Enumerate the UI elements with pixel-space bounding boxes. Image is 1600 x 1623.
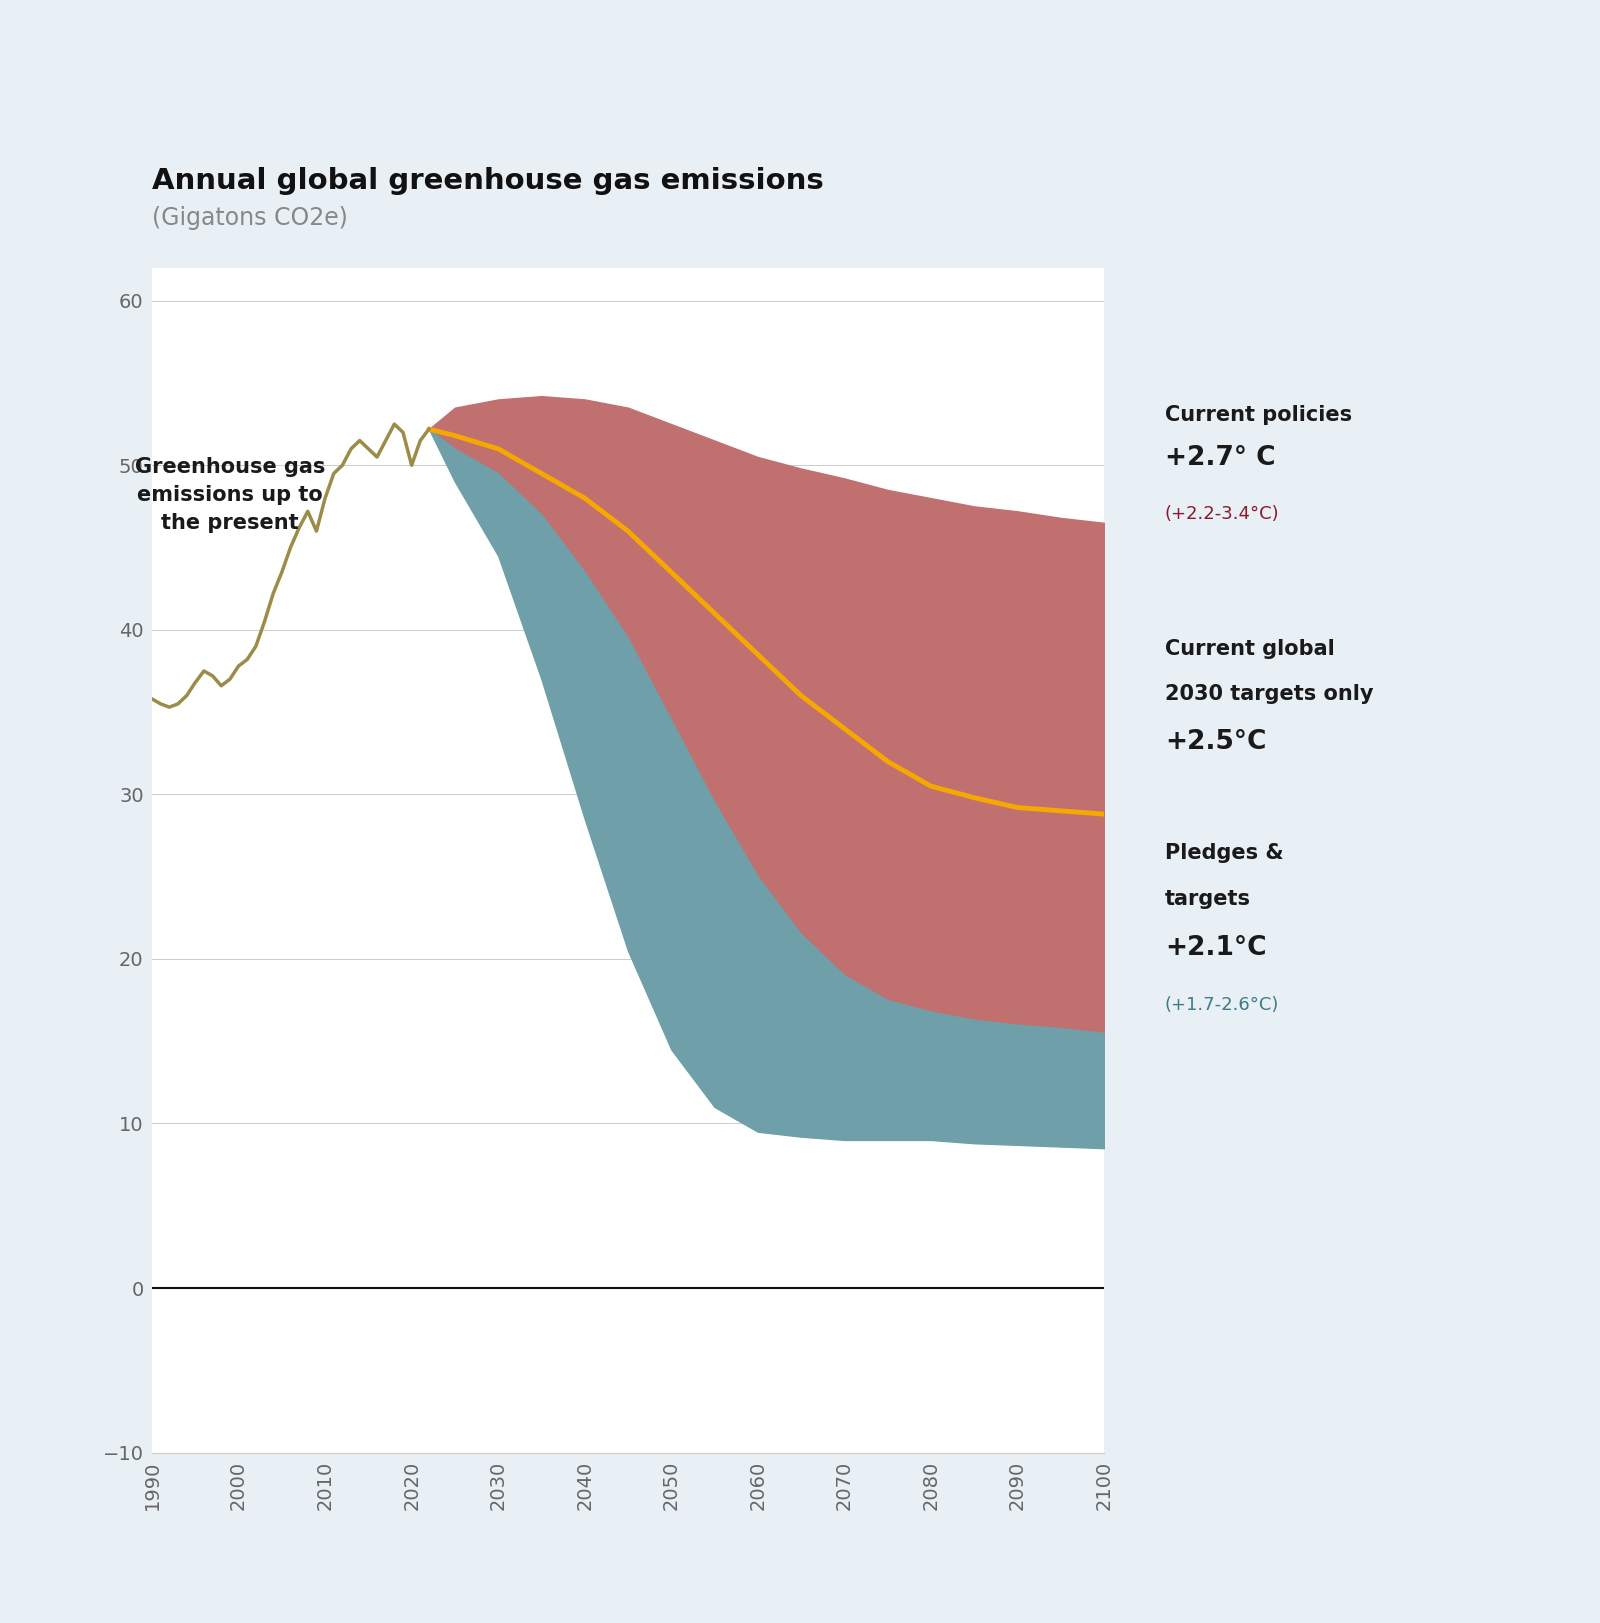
Text: +2.1°C: +2.1°C: [1165, 935, 1266, 961]
Text: +2.7° C: +2.7° C: [1165, 445, 1275, 471]
Text: Pledges &: Pledges &: [1165, 844, 1283, 863]
Text: Annual global greenhouse gas emissions: Annual global greenhouse gas emissions: [152, 167, 824, 195]
Text: +2.5°C: +2.5°C: [1165, 729, 1266, 755]
Text: (+1.7-2.6°C): (+1.7-2.6°C): [1165, 997, 1278, 1014]
Text: Current global: Current global: [1165, 639, 1334, 659]
Text: targets: targets: [1165, 889, 1251, 909]
Text: 2030 targets only: 2030 targets only: [1165, 685, 1373, 704]
Text: Greenhouse gas
emissions up to
the present: Greenhouse gas emissions up to the prese…: [134, 458, 325, 532]
Text: (+2.2-3.4°C): (+2.2-3.4°C): [1165, 505, 1280, 523]
Text: Current policies: Current policies: [1165, 406, 1352, 425]
Text: (Gigatons CO2e): (Gigatons CO2e): [152, 206, 347, 230]
